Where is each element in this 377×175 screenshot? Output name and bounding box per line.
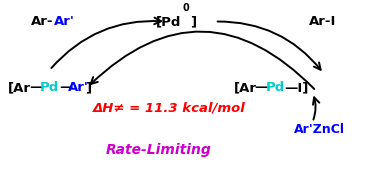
Text: —: — <box>254 81 268 94</box>
Text: ]: ] <box>85 81 91 94</box>
Text: [Ar: [Ar <box>8 81 31 94</box>
Text: 0: 0 <box>183 3 190 13</box>
Text: Ar': Ar' <box>54 15 75 28</box>
Text: [Pd: [Pd <box>156 15 181 28</box>
Text: —I]: —I] <box>284 81 309 94</box>
Text: —: — <box>29 81 42 94</box>
Text: —: — <box>59 81 72 94</box>
Text: Ar'ZnCl: Ar'ZnCl <box>294 123 345 136</box>
Text: [Ar: [Ar <box>234 81 257 94</box>
Text: ]: ] <box>190 15 196 28</box>
Text: Ar': Ar' <box>67 81 89 94</box>
Text: Rate-Limiting: Rate-Limiting <box>106 143 211 157</box>
Text: Ar-I: Ar-I <box>309 15 336 28</box>
Text: ΔH≠ = 11.3 kcal/mol: ΔH≠ = 11.3 kcal/mol <box>93 102 246 115</box>
Text: Ar-: Ar- <box>31 15 53 28</box>
Text: Pd: Pd <box>265 81 285 94</box>
Text: Pd: Pd <box>40 81 60 94</box>
